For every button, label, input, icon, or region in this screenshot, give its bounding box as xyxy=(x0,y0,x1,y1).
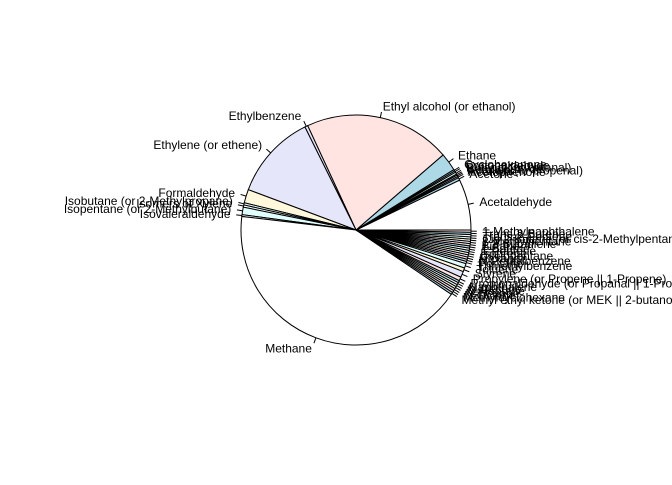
pie-leader-line xyxy=(449,159,454,162)
pie-leader-line xyxy=(236,215,242,216)
pie-label-acetaldehyde: Acetaldehyde xyxy=(479,195,552,209)
pie-leader-line xyxy=(238,205,244,206)
pie-leader-line xyxy=(469,249,475,250)
pie-leader-line xyxy=(468,256,474,257)
pie-leader-line xyxy=(468,258,474,259)
pie-leader-line xyxy=(241,194,247,196)
pie-leader-line xyxy=(458,284,463,287)
pie-label-ethylene-or-ethene: Ethylene (or ethene) xyxy=(153,138,262,152)
pie-label-isovaleraldehyde: Isovaleraldehyde xyxy=(140,207,231,221)
pie-leader-line xyxy=(464,270,469,272)
pie-leader-line xyxy=(380,112,381,118)
pie-leader-line xyxy=(238,203,244,204)
pie-leader-line xyxy=(466,263,472,265)
pie-leader-line xyxy=(454,290,459,293)
pie-leader-line xyxy=(266,149,270,153)
pie-leader-line xyxy=(470,243,476,244)
pie-label-1-methylnaphthalene: 1-Methylnaphthalene xyxy=(482,224,594,238)
pie-leader-line xyxy=(457,286,462,289)
pie-leader-line xyxy=(460,279,465,281)
pie-leader-line xyxy=(456,288,461,291)
pie-leader-line xyxy=(469,254,475,255)
pie-leader-line xyxy=(470,247,476,248)
pie-label-methane: Methane xyxy=(265,342,312,356)
pie-leader-line xyxy=(465,266,470,268)
pie-slices xyxy=(241,115,471,345)
pie-leader-line xyxy=(304,121,306,126)
pie-leader-line xyxy=(237,210,243,211)
pie-leader-line xyxy=(468,203,474,204)
pie-leader-line xyxy=(467,260,473,262)
pie-leader-line xyxy=(471,240,477,241)
pie-label-ethyl-alcohol-or-ethanol: Ethyl alcohol (or ethanol) xyxy=(383,99,516,113)
pie-leader-line xyxy=(462,274,467,276)
pie-leader-line xyxy=(314,338,316,343)
pie-label-ethane: Ethane xyxy=(458,148,496,162)
pie-leader-line xyxy=(470,245,476,246)
pie-leader-line xyxy=(469,252,475,253)
pie-leader-line xyxy=(459,282,464,285)
pie-label-ethylbenzene: Ethylbenzene xyxy=(229,109,302,123)
